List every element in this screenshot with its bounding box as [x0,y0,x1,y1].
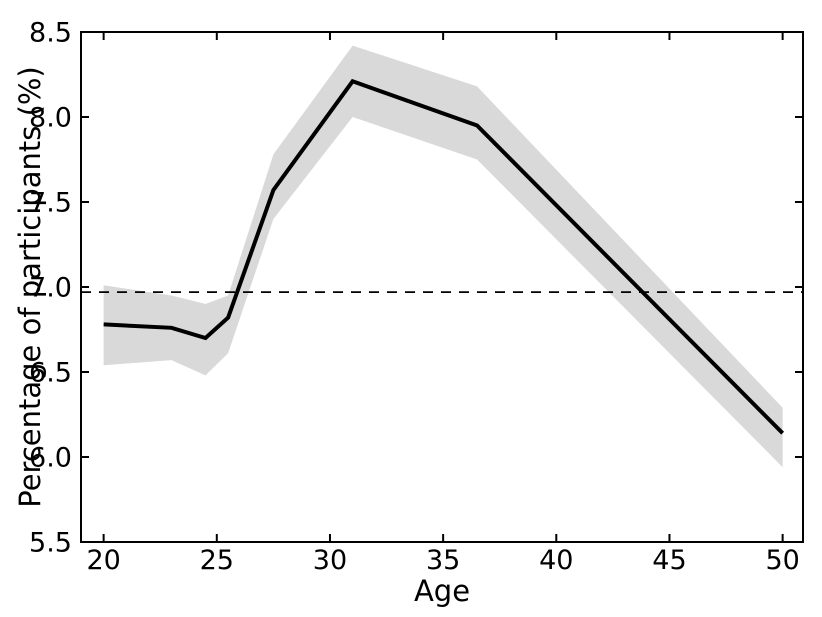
y-tick-label: 6.0 [29,443,72,474]
x-tick-label: 30 [313,545,347,576]
x-tick-label: 20 [86,545,120,576]
y-tick-label: 8.5 [29,18,72,49]
x-tick-label: 35 [426,545,460,576]
confidence-band [103,45,783,468]
x-tick-label: 25 [200,545,234,576]
tick-label-layer: 20 25 30 35 40 45 50 5.5 6.0 6.5 7.0 7.5 8.0 8.5 [29,18,800,577]
plot-border [80,31,804,543]
tick-layer [82,31,802,543]
y-tick-label: 5.5 [29,528,72,559]
x-axis-label: Age [414,574,470,608]
y-tick-label: 6.5 [29,358,72,389]
y-tick-label: 7.5 [29,188,72,219]
y-axis-label: Percentage of participants (%) [13,66,47,508]
y-tick-label: 7.0 [29,273,72,304]
band-layer [103,45,783,468]
y-tick-label: 8.0 [29,103,72,134]
frame-layer [80,31,804,543]
x-tick-label: 45 [652,545,686,576]
x-tick-label: 50 [765,545,799,576]
data-line [103,78,785,435]
series-layer [103,78,785,435]
x-tick-label: 40 [539,545,573,576]
